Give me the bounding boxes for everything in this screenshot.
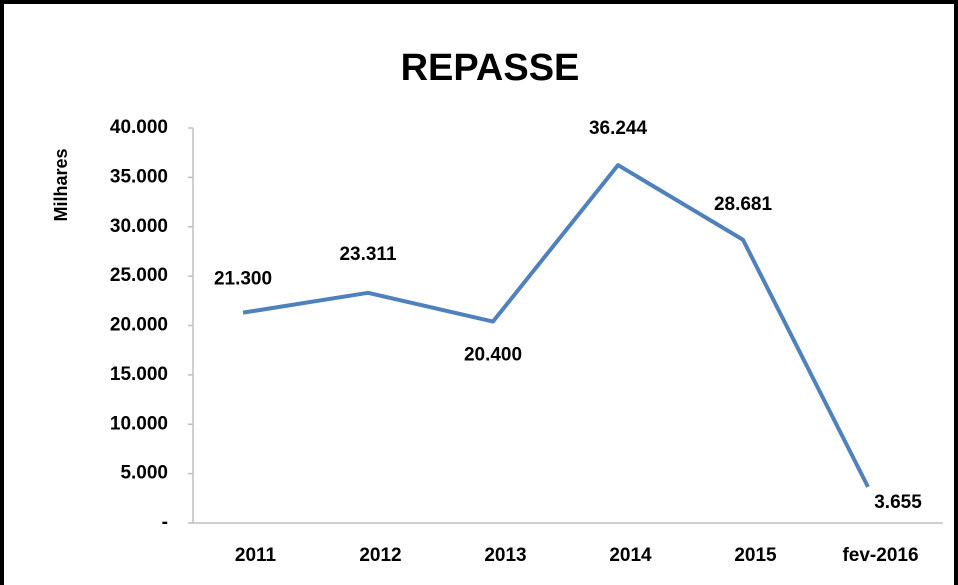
data-label: 23.311 <box>339 244 396 265</box>
y-tick-label: 5.000 <box>120 463 168 484</box>
data-label: 21.300 <box>214 269 272 290</box>
data-label: 20.400 <box>464 345 522 366</box>
x-tick-label: 2015 <box>734 545 777 566</box>
y-axis-label: Milhares <box>51 148 71 221</box>
x-tick-label: fev-2016 <box>842 545 918 566</box>
line <box>242 163 870 488</box>
y-tick-label: - <box>162 512 168 533</box>
y-tick-label: 30.000 <box>110 216 168 237</box>
x-tick-label: 2014 <box>609 545 652 566</box>
data-label: 36.244 <box>589 118 648 139</box>
y-tick-label: 25.000 <box>110 265 168 286</box>
data-label: 3.655 <box>874 492 922 513</box>
y-tick-label: 35.000 <box>110 166 168 187</box>
y-tick-label: 10.000 <box>110 413 168 434</box>
y-tick-label: 15.000 <box>110 364 168 385</box>
y-tick-label: 40.000 <box>110 117 168 138</box>
data-label: 28.681 <box>714 194 773 215</box>
y-tick-label: 20.000 <box>110 315 168 336</box>
chart-title: REPASSE <box>401 47 580 89</box>
x-tick-label: 2011 <box>235 545 277 566</box>
x-tick-label: 2013 <box>484 545 526 566</box>
x-tick-label: 2012 <box>359 545 401 566</box>
